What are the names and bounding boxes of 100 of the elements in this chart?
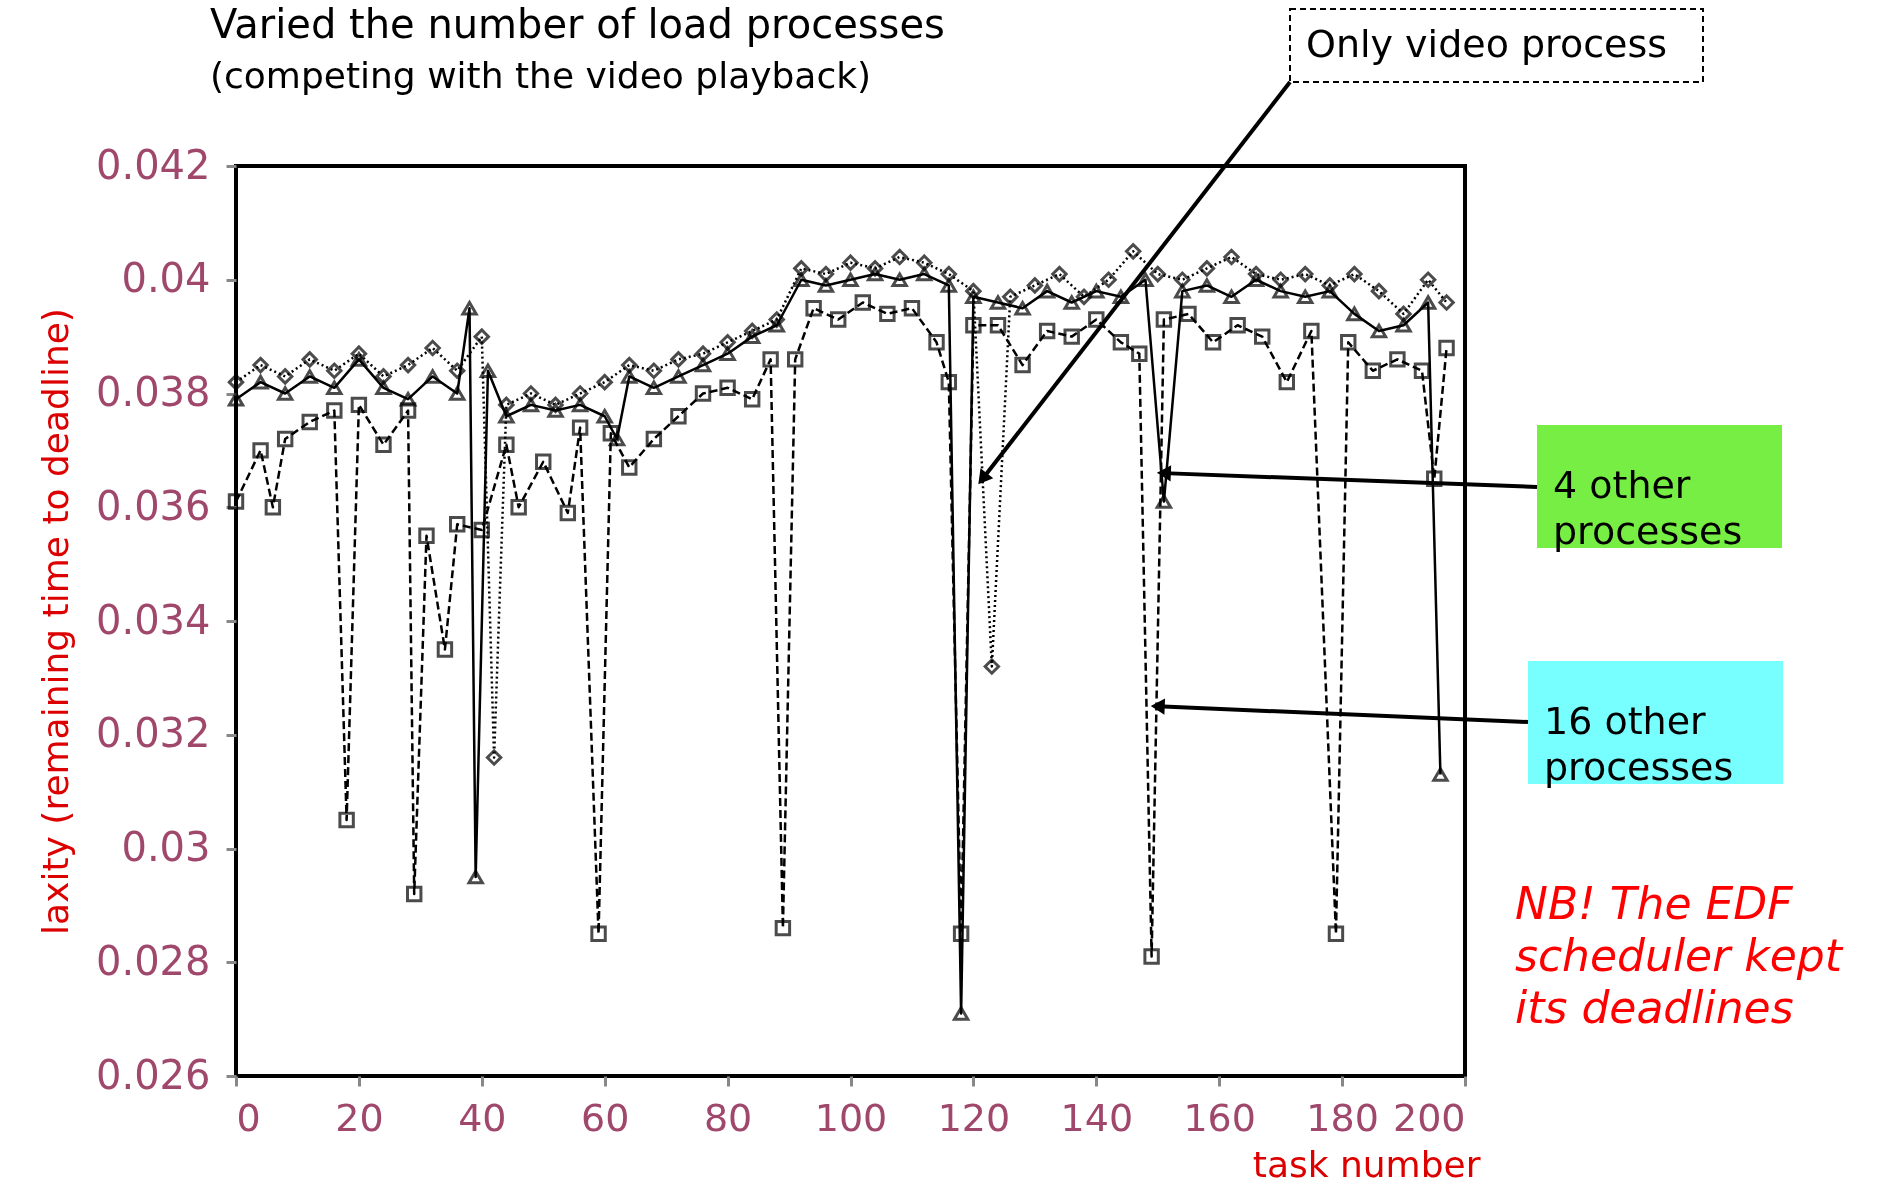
point <box>1014 300 1031 316</box>
point <box>793 272 810 288</box>
point <box>866 266 884 282</box>
x-axis-title: task number <box>1252 1143 1481 1185</box>
point <box>571 397 589 413</box>
y-tick-label: 0.03 <box>121 824 211 870</box>
point <box>940 278 958 293</box>
point <box>596 408 613 424</box>
x-tick-label: 80 <box>703 1095 753 1140</box>
point <box>1432 767 1449 782</box>
x-tick-label: 40 <box>458 1095 507 1140</box>
point <box>1370 282 1388 300</box>
point <box>1247 272 1265 288</box>
point <box>608 431 626 447</box>
point <box>375 368 392 385</box>
x-tick-label: 160 <box>1183 1095 1256 1140</box>
point <box>1419 271 1437 288</box>
point <box>1438 294 1455 311</box>
point <box>1063 295 1080 310</box>
y-tick-label: 0.034 <box>95 596 211 643</box>
point <box>473 328 491 345</box>
point <box>571 385 589 402</box>
point <box>965 282 982 300</box>
point <box>301 351 318 368</box>
point <box>276 386 294 401</box>
x-tick-label: 0 <box>236 1095 261 1140</box>
x-tick-label: 60 <box>581 1095 630 1140</box>
point <box>645 362 663 379</box>
point <box>375 380 392 396</box>
point <box>1247 265 1265 283</box>
point <box>301 369 318 384</box>
point <box>252 356 269 374</box>
y-axis-title: laxity (remaining time to deadline) <box>34 308 76 935</box>
point <box>719 334 736 351</box>
x-tick-label: 180 <box>1306 1095 1379 1140</box>
x-tick-label: 20 <box>335 1095 384 1140</box>
point <box>743 322 761 340</box>
point <box>1346 265 1363 283</box>
chart-subtitle: (competing with the video playback) <box>210 55 872 96</box>
point <box>842 272 859 288</box>
point <box>768 317 785 333</box>
point <box>1002 288 1019 306</box>
x-tick-label: 200 <box>1392 1095 1466 1140</box>
point <box>817 278 835 293</box>
point <box>227 391 245 407</box>
point <box>1223 289 1240 305</box>
point <box>1272 283 1289 299</box>
point <box>399 356 417 374</box>
point <box>1395 305 1412 323</box>
point <box>768 311 785 328</box>
point <box>449 362 466 379</box>
point <box>522 397 540 413</box>
y-tick-label: 0.032 <box>95 710 211 757</box>
point <box>547 396 564 414</box>
point <box>719 346 736 361</box>
annotation: 16 other processes <box>1544 698 1734 789</box>
y-tick-label: 0.036 <box>95 482 211 529</box>
point <box>350 352 368 367</box>
point <box>252 374 269 390</box>
y-tick-label: 0.04 <box>121 255 211 302</box>
point <box>1051 265 1068 283</box>
point <box>940 265 958 283</box>
point <box>793 260 810 277</box>
point <box>399 391 417 407</box>
point <box>227 373 245 391</box>
annotation: Only video process <box>1306 21 1668 66</box>
point <box>1395 317 1412 333</box>
text: NB! The EDF scheduler kept its deadlines <box>1515 878 1844 1033</box>
point <box>1321 283 1339 299</box>
point <box>1112 289 1130 305</box>
point <box>891 248 908 266</box>
point <box>276 368 294 385</box>
point <box>424 369 441 384</box>
point <box>498 396 515 414</box>
point <box>1198 278 1216 293</box>
x-tick-label: 120 <box>937 1095 1011 1140</box>
point <box>1346 306 1363 322</box>
point <box>916 266 933 282</box>
point <box>952 1006 970 1021</box>
point <box>1297 265 1314 283</box>
chart-title: Varied the number of load processes <box>210 1 945 47</box>
point <box>1137 272 1154 288</box>
point <box>1075 288 1093 306</box>
point <box>965 289 982 305</box>
point <box>891 272 908 288</box>
point <box>1174 283 1191 299</box>
point <box>842 254 859 271</box>
point <box>326 380 343 396</box>
point <box>485 749 503 766</box>
point <box>1419 295 1437 310</box>
point <box>866 260 884 277</box>
point <box>694 357 712 373</box>
point <box>461 300 478 316</box>
point <box>817 265 835 283</box>
point <box>694 345 712 362</box>
y-tick-label: 0.026 <box>95 1051 211 1098</box>
point <box>449 386 466 401</box>
point <box>1100 271 1117 288</box>
point <box>1149 265 1166 283</box>
point <box>596 373 613 391</box>
